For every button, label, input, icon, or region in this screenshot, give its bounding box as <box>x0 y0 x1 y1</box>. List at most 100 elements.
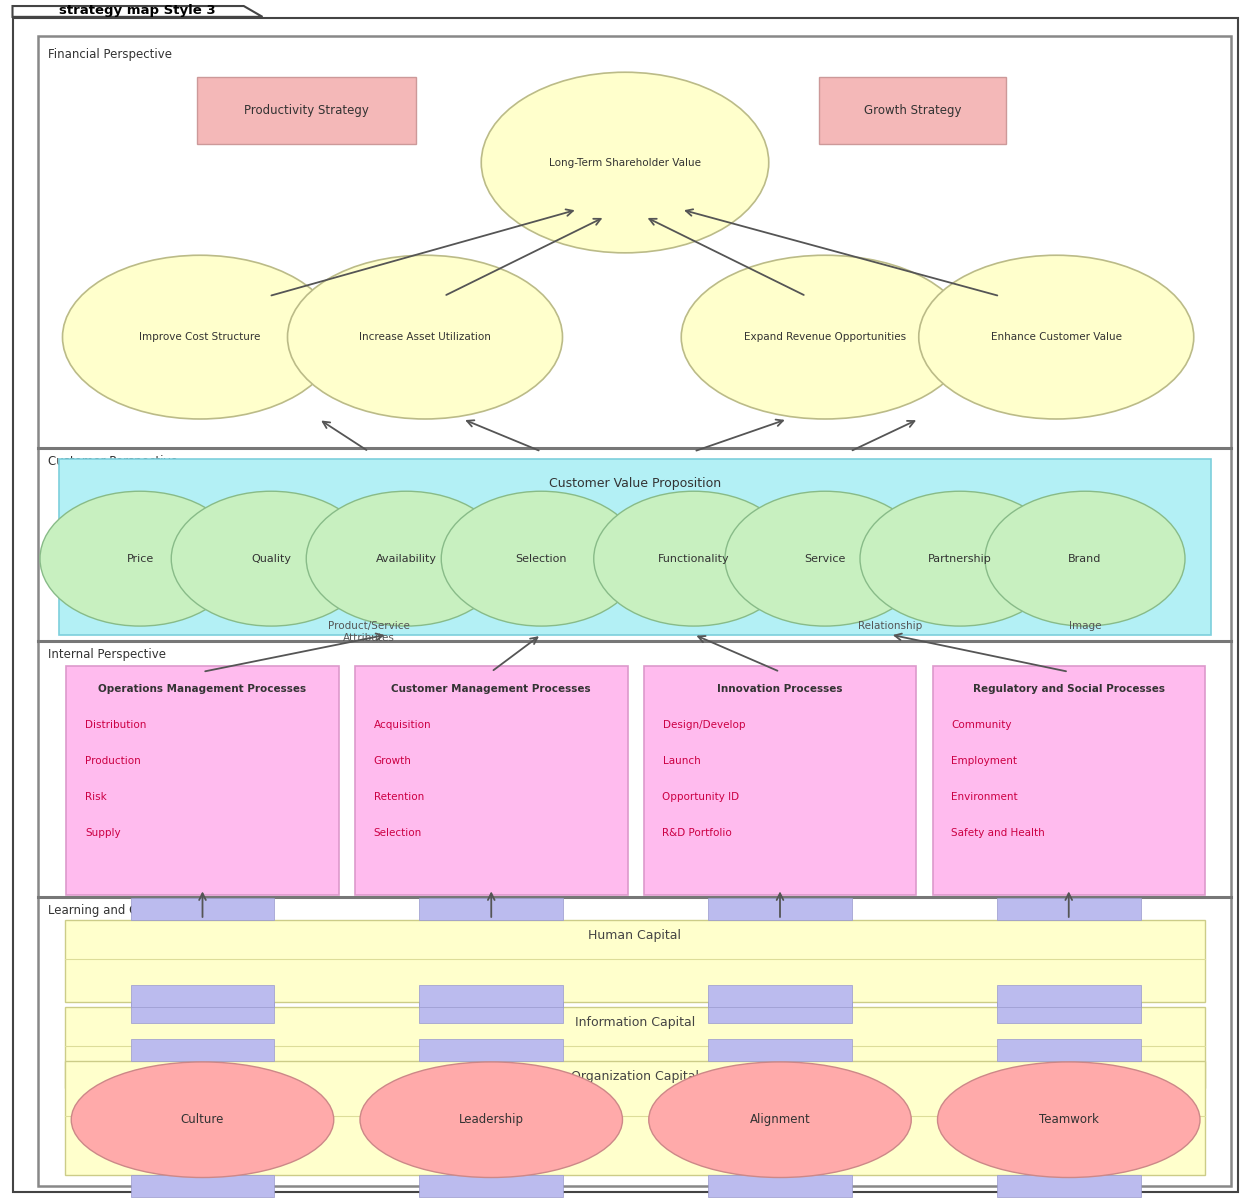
Text: Growth Strategy: Growth Strategy <box>864 105 961 117</box>
FancyBboxPatch shape <box>707 1175 852 1197</box>
FancyBboxPatch shape <box>131 898 275 920</box>
Text: Image: Image <box>1069 621 1101 631</box>
Polygon shape <box>12 6 262 17</box>
Ellipse shape <box>360 1062 622 1178</box>
Text: Learning and Growth Perspective: Learning and Growth Perspective <box>48 904 244 917</box>
FancyBboxPatch shape <box>819 77 1006 144</box>
FancyBboxPatch shape <box>707 1002 852 1023</box>
FancyBboxPatch shape <box>355 666 628 895</box>
Text: Selection: Selection <box>515 554 568 563</box>
Text: Human Capital: Human Capital <box>589 929 681 943</box>
Text: Growth: Growth <box>374 756 411 766</box>
Ellipse shape <box>985 491 1185 626</box>
Ellipse shape <box>725 491 925 626</box>
Text: Financial Perspective: Financial Perspective <box>48 48 171 61</box>
Text: Increase Asset Utilization: Increase Asset Utilization <box>359 332 491 342</box>
Ellipse shape <box>938 1062 1200 1178</box>
Text: Opportunity ID: Opportunity ID <box>662 792 740 802</box>
Text: Operations Management Processes: Operations Management Processes <box>99 684 306 694</box>
Text: R&D Portfolio: R&D Portfolio <box>662 828 732 838</box>
Text: Information Capital: Information Capital <box>575 1016 695 1029</box>
Ellipse shape <box>860 491 1060 626</box>
FancyBboxPatch shape <box>196 77 415 144</box>
FancyBboxPatch shape <box>998 1002 1141 1023</box>
Ellipse shape <box>40 491 240 626</box>
Text: Design/Develop: Design/Develop <box>662 720 745 730</box>
Text: Productivity Strategy: Productivity Strategy <box>244 105 369 117</box>
FancyBboxPatch shape <box>131 1088 275 1110</box>
Text: Employment: Employment <box>951 756 1017 766</box>
Ellipse shape <box>481 72 769 253</box>
Ellipse shape <box>441 491 641 626</box>
Text: Safety and Health: Safety and Health <box>951 828 1045 838</box>
FancyBboxPatch shape <box>707 1088 852 1110</box>
FancyBboxPatch shape <box>998 1175 1141 1197</box>
FancyBboxPatch shape <box>38 36 1231 1186</box>
FancyBboxPatch shape <box>998 1039 1141 1061</box>
Text: Acquisition: Acquisition <box>374 720 431 730</box>
Ellipse shape <box>171 491 371 626</box>
Ellipse shape <box>62 255 338 419</box>
Text: Relationship: Relationship <box>858 621 922 631</box>
FancyBboxPatch shape <box>707 1039 852 1061</box>
Text: Product/Service
Attributes: Product/Service Attributes <box>328 621 410 643</box>
FancyBboxPatch shape <box>998 898 1141 920</box>
FancyBboxPatch shape <box>65 920 1205 1002</box>
FancyBboxPatch shape <box>59 459 1211 635</box>
Text: Functionality: Functionality <box>658 554 730 563</box>
FancyBboxPatch shape <box>131 1039 275 1061</box>
Text: Customer Perspective: Customer Perspective <box>48 455 177 468</box>
Text: Alignment: Alignment <box>750 1114 810 1126</box>
Text: Distribution: Distribution <box>85 720 146 730</box>
Text: Innovation Processes: Innovation Processes <box>718 684 843 694</box>
Ellipse shape <box>71 1062 334 1178</box>
Text: Production: Production <box>85 756 141 766</box>
Text: Availability: Availability <box>376 554 436 563</box>
Ellipse shape <box>594 491 794 626</box>
Ellipse shape <box>649 1062 911 1178</box>
FancyBboxPatch shape <box>131 1002 275 1023</box>
FancyBboxPatch shape <box>998 985 1141 1007</box>
Text: Partnership: Partnership <box>928 554 992 563</box>
Text: Culture: Culture <box>181 1114 224 1126</box>
Text: Selection: Selection <box>374 828 423 838</box>
Text: Community: Community <box>951 720 1011 730</box>
FancyBboxPatch shape <box>644 666 916 895</box>
Text: strategy map Style 3: strategy map Style 3 <box>59 5 216 17</box>
Text: Customer Value Proposition: Customer Value Proposition <box>549 477 721 490</box>
Ellipse shape <box>681 255 969 419</box>
Text: Customer Management Processes: Customer Management Processes <box>391 684 591 694</box>
FancyBboxPatch shape <box>65 1061 1205 1175</box>
Text: Launch: Launch <box>662 756 700 766</box>
Text: Retention: Retention <box>374 792 424 802</box>
FancyBboxPatch shape <box>420 985 562 1007</box>
Text: Internal Perspective: Internal Perspective <box>48 648 165 661</box>
FancyBboxPatch shape <box>131 985 275 1007</box>
FancyBboxPatch shape <box>420 1002 562 1023</box>
FancyBboxPatch shape <box>998 1088 1141 1110</box>
Ellipse shape <box>306 491 506 626</box>
FancyBboxPatch shape <box>65 1007 1205 1088</box>
FancyBboxPatch shape <box>66 666 339 895</box>
FancyBboxPatch shape <box>707 898 852 920</box>
Text: Enhance Customer Value: Enhance Customer Value <box>991 332 1121 342</box>
Text: Expand Revenue Opportunities: Expand Revenue Opportunities <box>744 332 906 342</box>
FancyBboxPatch shape <box>932 666 1205 895</box>
Text: Risk: Risk <box>85 792 106 802</box>
FancyBboxPatch shape <box>12 18 1238 1192</box>
FancyBboxPatch shape <box>420 1175 562 1197</box>
Ellipse shape <box>919 255 1194 419</box>
Text: Regulatory and Social Processes: Regulatory and Social Processes <box>972 684 1165 694</box>
Text: Organization Capital: Organization Capital <box>571 1070 699 1084</box>
Text: Leadership: Leadership <box>459 1114 524 1126</box>
Text: Long-Term Shareholder Value: Long-Term Shareholder Value <box>549 158 701 167</box>
Text: Improve Cost Structure: Improve Cost Structure <box>139 332 261 342</box>
FancyBboxPatch shape <box>707 985 852 1007</box>
Ellipse shape <box>288 255 562 419</box>
Text: Service: Service <box>804 554 846 563</box>
Text: Teamwork: Teamwork <box>1039 1114 1099 1126</box>
Text: Environment: Environment <box>951 792 1017 802</box>
Text: Quality: Quality <box>251 554 291 563</box>
Text: Brand: Brand <box>1069 554 1101 563</box>
FancyBboxPatch shape <box>420 1088 562 1110</box>
